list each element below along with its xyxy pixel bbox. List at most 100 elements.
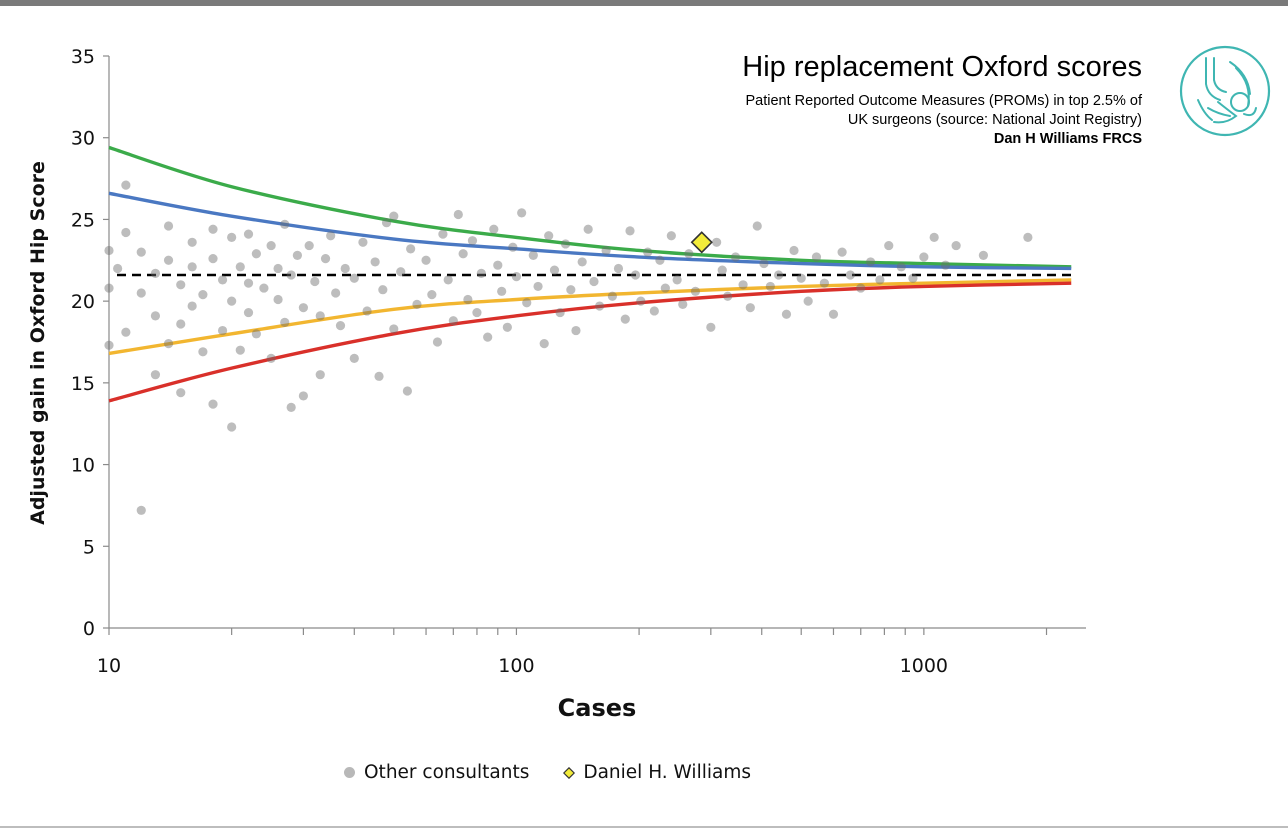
- window-top-border: [0, 0, 1288, 6]
- consultant-point: [251, 329, 261, 339]
- consultant-point: [315, 370, 325, 380]
- consultant-point: [497, 286, 507, 296]
- consultant-point: [745, 303, 755, 313]
- consultant-point: [136, 505, 146, 515]
- consultant-point: [908, 273, 918, 283]
- consultant-point: [235, 345, 245, 355]
- consultant-point: [896, 262, 906, 272]
- funnel-limit-upper-outer: [108, 145, 1072, 269]
- consultant-point: [845, 270, 855, 280]
- consultant-point: [655, 255, 665, 265]
- consultant-point: [620, 314, 630, 324]
- consultant-point: [208, 254, 218, 264]
- consultant-point: [217, 275, 228, 285]
- consultant-point: [121, 227, 131, 238]
- x-tick-label: 100: [498, 655, 534, 677]
- consultant-point: [340, 263, 350, 274]
- consultant-point: [208, 224, 218, 234]
- legend: Other consultants Daniel H. Williams: [344, 762, 785, 783]
- consultant-point: [601, 245, 611, 256]
- funnel-limit-lower-outer: [108, 281, 1072, 403]
- y-tick-label: 35: [71, 46, 95, 68]
- consultant-point: [280, 317, 290, 327]
- consultant-point: [259, 283, 269, 293]
- consultant-point: [837, 247, 847, 257]
- y-tick-label: 20: [71, 291, 95, 313]
- consultant-point: [730, 252, 741, 262]
- consultant-point: [678, 299, 688, 310]
- consultant-point: [402, 386, 413, 396]
- consultant-point: [104, 340, 114, 350]
- consultant-point: [113, 263, 123, 274]
- consultant-point: [522, 298, 532, 308]
- consultant-point: [251, 249, 261, 259]
- consultant-point: [243, 278, 254, 288]
- consultant-point: [235, 262, 245, 272]
- consultant-point: [453, 209, 463, 220]
- consultant-point: [187, 301, 197, 311]
- consultant-point: [630, 270, 641, 280]
- consultant-point: [136, 247, 146, 257]
- consultant-point: [759, 258, 769, 269]
- consultant-point: [489, 224, 499, 234]
- consultant-point: [298, 303, 308, 313]
- consultant-point: [243, 229, 254, 239]
- consultant-point: [493, 260, 503, 270]
- consultant-point: [560, 239, 571, 249]
- consultant-point: [789, 245, 799, 256]
- consultant-point: [819, 278, 830, 288]
- consultant-point: [292, 250, 302, 260]
- hip-joint-logo-icon: [1179, 45, 1271, 137]
- consultant-point: [304, 240, 314, 251]
- consultant-point: [362, 306, 372, 316]
- window-bottom-border: [0, 826, 1288, 828]
- consultant-point: [163, 221, 174, 231]
- consultant-point: [613, 263, 624, 274]
- consultant-point: [280, 219, 290, 229]
- consultant-point: [378, 285, 388, 295]
- consultant-point: [472, 307, 482, 318]
- legend-label: Daniel H. Williams: [583, 762, 751, 783]
- consultant-point: [856, 283, 866, 293]
- consultant-point: [266, 353, 276, 363]
- consultant-point: [187, 262, 197, 272]
- consultant-point: [389, 211, 399, 221]
- consultant-point: [448, 316, 458, 326]
- consultant-point: [349, 353, 359, 363]
- consultant-point: [150, 311, 161, 321]
- consultant-point: [163, 255, 174, 265]
- consultant-point: [1023, 232, 1033, 243]
- legend-label: Other consultants: [364, 762, 530, 783]
- consultant-point: [198, 290, 208, 300]
- consultant-point: [427, 290, 437, 300]
- consultant-point: [150, 268, 161, 278]
- highlighted-surgeon: [690, 231, 713, 254]
- consultant-point: [412, 299, 422, 310]
- consultant-point: [796, 273, 806, 283]
- consultant-point: [566, 285, 576, 295]
- consultant-point: [625, 226, 635, 236]
- chart-title-block: Hip replacement Oxford scores Patient Re…: [742, 50, 1142, 149]
- consultant-point: [335, 321, 346, 331]
- subtitle-line: UK surgeons (source: National Joint Regi…: [847, 112, 1142, 128]
- consultant-point: [690, 286, 701, 296]
- consultant-point: [406, 244, 416, 254]
- consultant-point: [643, 247, 653, 257]
- consultant-point: [150, 370, 161, 380]
- x-tick-label: 10: [97, 655, 121, 677]
- consultant-point: [443, 275, 453, 285]
- consultant-point: [104, 245, 114, 256]
- y-tick-label: 10: [71, 455, 95, 477]
- consultant-point: [286, 270, 296, 280]
- consultant-point: [298, 391, 308, 401]
- subtitle-line: Patient Reported Outcome Measures (PROMs…: [745, 93, 1142, 109]
- consultant-point: [607, 291, 617, 301]
- consultant-point: [649, 306, 659, 316]
- consultant-point: [636, 296, 646, 306]
- consultant-point: [978, 250, 989, 260]
- consultant-point: [104, 283, 114, 293]
- consultant-point: [273, 263, 283, 274]
- x-tick-label: 1000: [900, 655, 948, 677]
- consultant-point: [723, 291, 733, 301]
